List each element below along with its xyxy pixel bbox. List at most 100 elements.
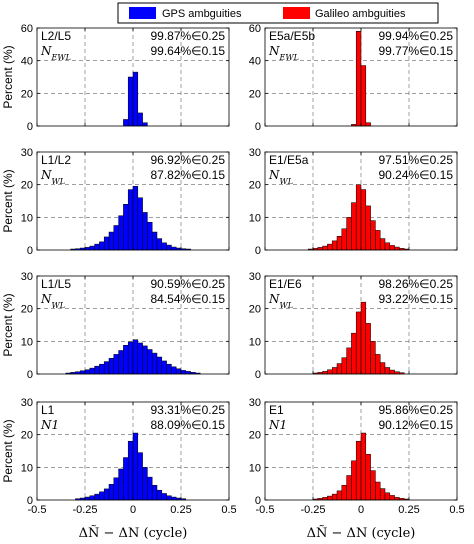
histogram-bar (118, 215, 124, 251)
histogram-bar (127, 341, 134, 375)
x-tick-label: -0.25 (300, 504, 325, 516)
legend-swatch-galileo (283, 7, 310, 19)
y-axis-label: Percent (%) (1, 293, 15, 356)
y-tick-label: 10 (21, 336, 33, 348)
y-tick-label: 0 (255, 369, 261, 381)
histogram-bar (108, 358, 115, 375)
histogram-bar (84, 496, 91, 501)
histogram-bar (89, 367, 95, 375)
histogram-bar (341, 228, 347, 251)
histogram-bar (103, 488, 110, 501)
histogram-bar (322, 245, 328, 251)
histogram-bar (175, 368, 182, 375)
histogram-bar (180, 370, 187, 375)
histogram-bar (156, 489, 163, 501)
panel-signal-label: E1/E6 (269, 277, 302, 291)
histogram-bar (151, 352, 158, 375)
histogram-bar (336, 490, 343, 501)
y-tick-label: 40 (21, 56, 33, 68)
histogram-bar (331, 240, 338, 251)
panel-ambiguity-label: NWL (40, 292, 65, 310)
y-tick-label: 0 (255, 121, 261, 133)
histogram-bar (341, 485, 347, 501)
histogram-bar (375, 230, 381, 251)
panel-stat-015: 87.82%∈0.15 (150, 168, 225, 182)
histogram-bar (341, 357, 347, 375)
histogram-bar (161, 242, 167, 251)
histogram-bar (137, 452, 143, 501)
y-tick-label: 20 (21, 180, 33, 192)
histogram-bar (365, 205, 371, 251)
panel-signal-label: L1/L2 (41, 153, 71, 167)
panel-ambiguity-label: N1 (40, 418, 59, 432)
histogram-bar (375, 481, 381, 501)
histogram-bar (147, 476, 153, 501)
x-tick-label: 0 (130, 504, 136, 516)
histogram-bar (151, 231, 158, 251)
y-tick-label: 60 (249, 23, 261, 35)
y-tick-label: 10 (249, 462, 261, 474)
histogram-bar (132, 186, 139, 251)
x-tick-label: -0.5 (256, 504, 275, 516)
histogram-bar (389, 369, 395, 375)
histogram-bar (389, 245, 395, 251)
y-tick-label: 30 (249, 397, 261, 409)
histogram-bar (118, 350, 124, 375)
histogram-bar (166, 363, 172, 375)
histogram-bar (355, 440, 362, 501)
histogram-bar (355, 31, 362, 127)
histogram-bar (171, 496, 177, 501)
histogram-bar (384, 492, 391, 501)
histogram-bar (166, 495, 172, 501)
y-tick-label: 20 (249, 180, 261, 192)
y-tick-label: 30 (249, 271, 261, 283)
histogram-bar (166, 244, 172, 251)
panel-stat-025: 95.86%∈0.25 (378, 403, 453, 417)
histogram-bar (142, 467, 148, 501)
histogram-bar (346, 217, 352, 251)
histogram-bar (327, 369, 333, 375)
y-tick-label: 20 (249, 304, 261, 316)
histogram-bar (142, 212, 148, 251)
panel-stat-015: 88.09%∈0.15 (150, 418, 225, 432)
histogram-bar (137, 197, 143, 251)
y-axis-label: Percent (%) (1, 419, 15, 482)
panel-signal-label: L1 (41, 403, 55, 417)
legend-label-gps: GPS ambguities (162, 8, 242, 20)
histogram-bar (365, 323, 371, 375)
y-axis-label: Percent (%) (1, 45, 15, 108)
histogram-bar (327, 495, 333, 501)
histogram-bar (360, 189, 367, 251)
histogram-bar (355, 311, 362, 375)
panel-signal-label: E5a/E5b (269, 29, 315, 43)
histogram-bar (331, 493, 338, 501)
histogram-bar (331, 367, 338, 375)
histogram-bar (94, 243, 100, 251)
panel-signal-label: L1/L5 (41, 277, 71, 291)
y-axis-label: Percent (%) (1, 169, 15, 232)
x-tick-label: 0.25 (398, 504, 419, 516)
x-tick-label: 0.5 (221, 504, 236, 516)
histogram-bar (156, 238, 163, 251)
y-tick-label: 0 (255, 495, 261, 507)
panel-stat-025: 98.26%∈0.25 (378, 277, 453, 291)
histogram-bar (79, 370, 86, 375)
histogram-bar (365, 122, 371, 127)
histogram-bar (113, 477, 119, 501)
histogram-bar (336, 363, 343, 375)
panel-stat-025: 93.31%∈0.25 (150, 403, 225, 417)
histogram-bar (108, 231, 115, 251)
y-tick-label: 10 (21, 462, 33, 474)
panel-ambiguity-label: NEWL (40, 44, 71, 62)
histogram-bar (132, 339, 139, 375)
histogram-bar (89, 245, 95, 251)
histogram-bar (384, 367, 391, 375)
histogram-bar (394, 246, 400, 251)
histogram-bar (84, 369, 91, 375)
panel-stat-025: 96.92%∈0.25 (150, 153, 225, 167)
